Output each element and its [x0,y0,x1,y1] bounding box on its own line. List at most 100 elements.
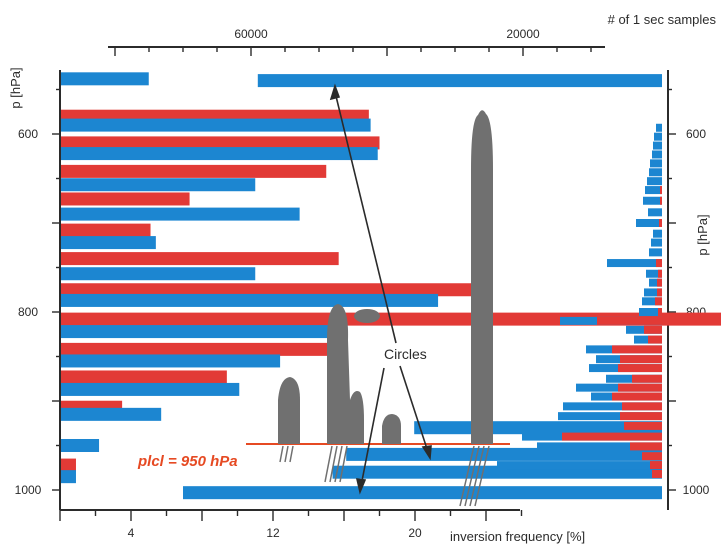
bar-red-bottom-873 [61,370,227,384]
right-profile-red-917 [620,412,662,421]
bar-series [61,72,721,500]
bar-blue-bottom-722 [61,236,156,250]
bar-blue-bottom-985 [61,470,76,484]
bar-blue-bottom-822 [61,325,343,339]
cloud-medium-1 [327,304,364,444]
right-profile-blue-593 [656,123,662,132]
right-profile-red-810 [597,316,662,325]
right-profile-red-982 [652,469,662,478]
right-profile-blue-962 [522,452,662,461]
bar-blue-top-540 [257,74,662,88]
precipitation-streaks [279,445,490,507]
left-tick-label-800: 800 [18,305,38,319]
right-profile-red-757 [658,269,662,278]
right-tick-label-600: 600 [686,127,706,141]
right-profile-red-663 [660,186,662,195]
right-profile-blue-603 [654,132,662,141]
right-profile-red-863 [618,364,662,373]
bar-red-bottom-842 [61,342,339,356]
bar-blue-bottom-915 [61,407,162,421]
right-profile-red-831 [648,335,662,344]
bar-red-bottom-610 [61,136,380,150]
right-profile-red-875 [632,374,662,383]
bar-blue-bottom-538 [61,72,149,86]
bar-red-bottom-740 [61,252,339,266]
right-profile-red-700 [659,219,662,227]
cloud-small-1 [278,377,300,444]
right-profile-blue-906 [563,402,662,411]
left-tick-label-600: 600 [18,127,38,141]
right-profile-red-767 [657,278,662,287]
bottom-tick-label-20: 20 [408,526,422,540]
bar-red-bottom-708 [61,223,151,237]
left-axis-title: p [hPa] [8,67,23,108]
circles-arrows [329,83,432,495]
right-profile-blue-788 [642,297,662,306]
right-profile-red-962 [642,452,662,461]
bar-blue-bottom-590 [61,118,371,132]
right-profile-blue-800 [639,308,662,316]
right-profile-blue-757 [646,269,662,278]
right-profile-blue-675 [643,196,662,205]
right-axis-title: p [hPa] [695,214,710,255]
right-profile-blue-663 [645,186,662,195]
bar-red-bottom-673 [61,192,190,206]
right-profile-red-951 [630,442,662,451]
right-profile-red-778 [657,288,662,297]
right-profile-red-745 [656,259,662,268]
cloud-anvil [354,309,380,323]
right-profile-blue-982 [507,469,662,478]
right-profile-red-906 [622,402,662,411]
right-profile-blue-928 [554,421,662,430]
right-profile-red-940 [562,432,662,441]
bar-blue-top-1003 [183,486,662,500]
right-profile-red-675 [660,196,662,205]
right-profile-blue-917 [558,412,662,421]
circles-label: Circles [384,346,427,362]
right-profile-blue-613 [653,141,662,150]
bar-blue-bottom-887 [61,382,240,396]
right-profile-blue-688 [648,208,662,217]
lcl-label: plcl = 950 hPa [137,453,238,470]
top-axis-title: # of 1 sec samples [608,12,717,27]
right-profile-blue-733 [649,248,662,257]
cloud-small-2 [382,414,401,444]
top-tick-label-60000: 60000 [234,27,268,41]
right-profile-red-842 [612,345,662,354]
top-tick-label-20000: 20000 [506,27,540,41]
right-profile-red-853 [620,355,662,364]
right-profile-blue-778 [644,288,662,297]
bottom-tick-label-4: 4 [128,526,135,540]
right-profile-red-788 [655,297,662,306]
bar-red-bottom-775 [61,283,474,297]
right-profile-red-800 [658,308,662,316]
right-profile-red-885 [618,383,662,392]
bar-blue-bottom-757 [61,267,256,281]
bottom-tick-label-12: 12 [266,526,280,540]
right-profile-blue-653 [647,177,662,186]
right-profile-blue-951 [537,442,662,451]
right-profile-red-928 [624,421,662,430]
right-profile-red-972 [650,461,662,470]
right-profile-blue-767 [649,278,662,287]
cloud-tower-large [471,110,493,444]
bar-blue-bottom-622 [61,147,378,161]
right-profile-blue-643 [649,168,662,177]
cloud-drawings [278,110,493,444]
right-profile-blue-700 [636,219,662,227]
bar-blue-bottom-690 [61,207,300,221]
bar-red-bottom-972 [61,458,76,472]
bar-blue-bottom-787 [61,293,439,307]
right-profile-blue-623 [652,150,662,159]
bar-blue-bottom-657 [61,178,256,192]
bottom-axis-title: inversion frequency [%] [450,529,585,544]
right-profile-red-820 [644,325,662,334]
right-profile-blue-633 [650,159,662,168]
right-profile-blue-972 [497,461,662,470]
right-profile-blue-712 [653,229,662,238]
axis-tick-marks [52,47,676,521]
bar-blue-bottom-855 [61,354,281,368]
bar-blue-bottom-950 [61,439,100,452]
right-profile-blue-745 [607,259,662,268]
